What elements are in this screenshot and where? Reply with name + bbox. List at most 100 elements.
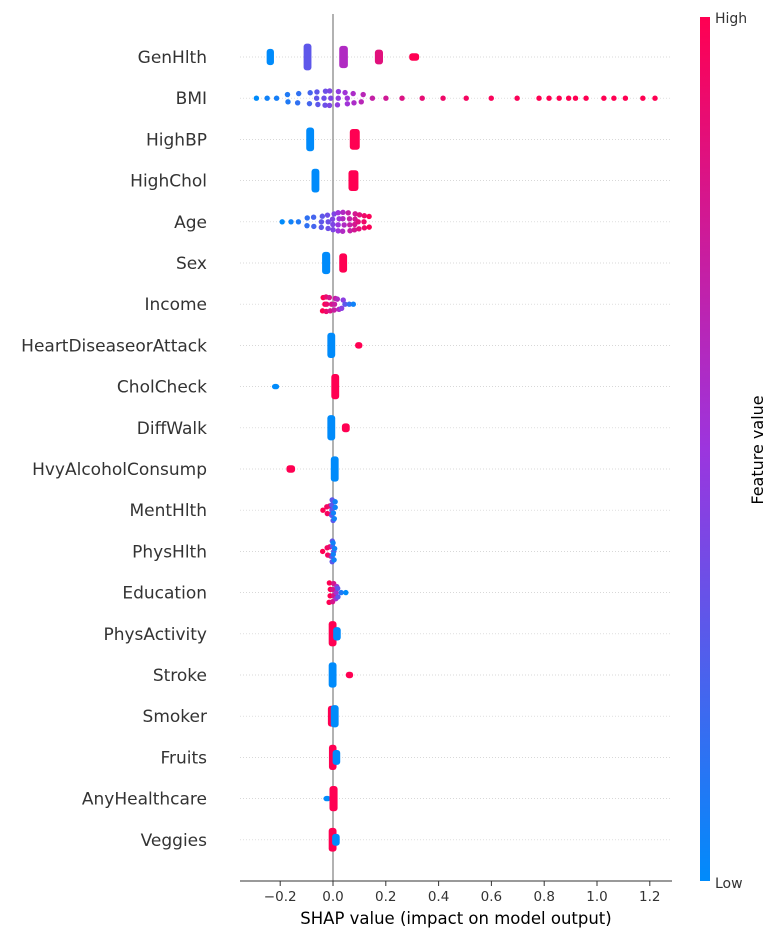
value-cluster [409, 53, 420, 61]
shap-point [536, 95, 542, 101]
colorbar-high-label: High [715, 11, 747, 27]
shap-point [326, 88, 333, 94]
shap-point [352, 211, 358, 217]
shap-point [294, 100, 301, 106]
shap-point [335, 228, 341, 234]
shap-point [546, 95, 552, 101]
shap-point [319, 548, 326, 555]
shap-point [572, 95, 579, 101]
shap-point [622, 95, 629, 101]
value-cluster [341, 423, 350, 433]
shap-point [295, 219, 302, 225]
beeswarm-points [253, 43, 658, 852]
value-cluster [328, 662, 337, 688]
feature-row-hvyalcoholconsump [286, 456, 339, 482]
shap-point [320, 507, 326, 513]
shap-point [344, 101, 351, 107]
x-tick-label: 0.2 [375, 889, 396, 905]
feature-label-cholcheck: CholCheck [117, 378, 207, 398]
feature-row-sex [322, 251, 348, 275]
shap-point [366, 213, 372, 220]
shap-point [295, 90, 302, 97]
shap-point [319, 213, 326, 219]
shap-point [332, 499, 338, 505]
shap-point [335, 222, 341, 228]
shap-point [304, 222, 310, 229]
shap-point [342, 89, 348, 96]
shap-point [440, 95, 446, 101]
shap-point [339, 228, 346, 234]
shap-point [323, 301, 330, 307]
shap-point [399, 95, 405, 101]
shap-point [330, 551, 336, 557]
shap-point [330, 226, 336, 233]
feature-label-highbp: HighBP [146, 130, 207, 150]
shap-point [463, 95, 469, 101]
feature-label-heartdiseaseorattack: HeartDiseaseorAttack [21, 336, 207, 356]
value-cluster [355, 342, 363, 349]
shap-point [640, 95, 646, 101]
shap-point [334, 102, 341, 108]
x-tick-label: 1.0 [586, 889, 607, 905]
value-cluster [374, 49, 383, 65]
feature-row-heartdiseaseorattack [327, 332, 363, 359]
shap-point [356, 226, 362, 232]
shap-point [335, 88, 342, 95]
value-cluster [327, 415, 336, 441]
shap-point [338, 589, 344, 596]
shap-point [488, 95, 494, 101]
shap-point [366, 224, 372, 230]
shap-point [321, 95, 327, 101]
shap-point [340, 297, 346, 303]
shap-point [335, 210, 341, 216]
feature-label-veggies: Veggies [141, 831, 208, 851]
value-cluster [330, 456, 339, 482]
shap-point [341, 222, 347, 228]
colorbar-title: Feature value [748, 395, 767, 504]
value-cluster [322, 251, 331, 275]
x-tick-label: 1.2 [639, 889, 660, 905]
shap-point [326, 102, 333, 109]
colorbar [700, 17, 710, 881]
feature-row-highbp [306, 127, 360, 152]
row-gridlines [240, 56, 672, 841]
shap-point [331, 301, 338, 307]
shap-point [334, 585, 341, 592]
feature-label-physhlth: PhysHlth [132, 542, 207, 562]
shap-point [324, 212, 331, 218]
shap-point [325, 219, 331, 225]
shap-point [350, 301, 357, 307]
shap-point [253, 95, 260, 101]
shap-point [351, 227, 358, 233]
value-cluster [331, 373, 340, 400]
shap-point [318, 224, 325, 231]
feature-row-cholcheck [271, 373, 340, 400]
feature-label-fruits: Fruits [160, 748, 207, 768]
feature-label-smoker: Smoker [143, 707, 207, 727]
shap-point [332, 504, 338, 511]
value-cluster [329, 785, 338, 812]
shap-point [336, 216, 342, 222]
shap-point [383, 95, 389, 101]
feature-labels: GenHlth BMI HighBP HighChol Age Sex Income Hear… [21, 48, 207, 851]
feature-label-physactivity: PhysActivity [103, 625, 207, 645]
shap-point [340, 209, 346, 216]
shap-point [338, 305, 345, 312]
value-cluster [339, 253, 348, 273]
shap-point [347, 228, 353, 234]
feature-row-age [279, 209, 372, 234]
shap-point [358, 99, 364, 105]
shap-point [346, 301, 352, 307]
shap-point [583, 95, 589, 101]
shap-point [313, 95, 320, 101]
shap-point [356, 212, 363, 218]
feature-row-menthlth [320, 497, 338, 524]
value-cluster [332, 833, 340, 846]
x-tick-label: 0.0 [322, 889, 343, 905]
value-cluster [333, 627, 341, 641]
feature-row-diffwalk [327, 415, 350, 441]
shap-point [565, 95, 572, 101]
shap-point [351, 100, 357, 106]
feature-row-stroke [328, 662, 354, 688]
